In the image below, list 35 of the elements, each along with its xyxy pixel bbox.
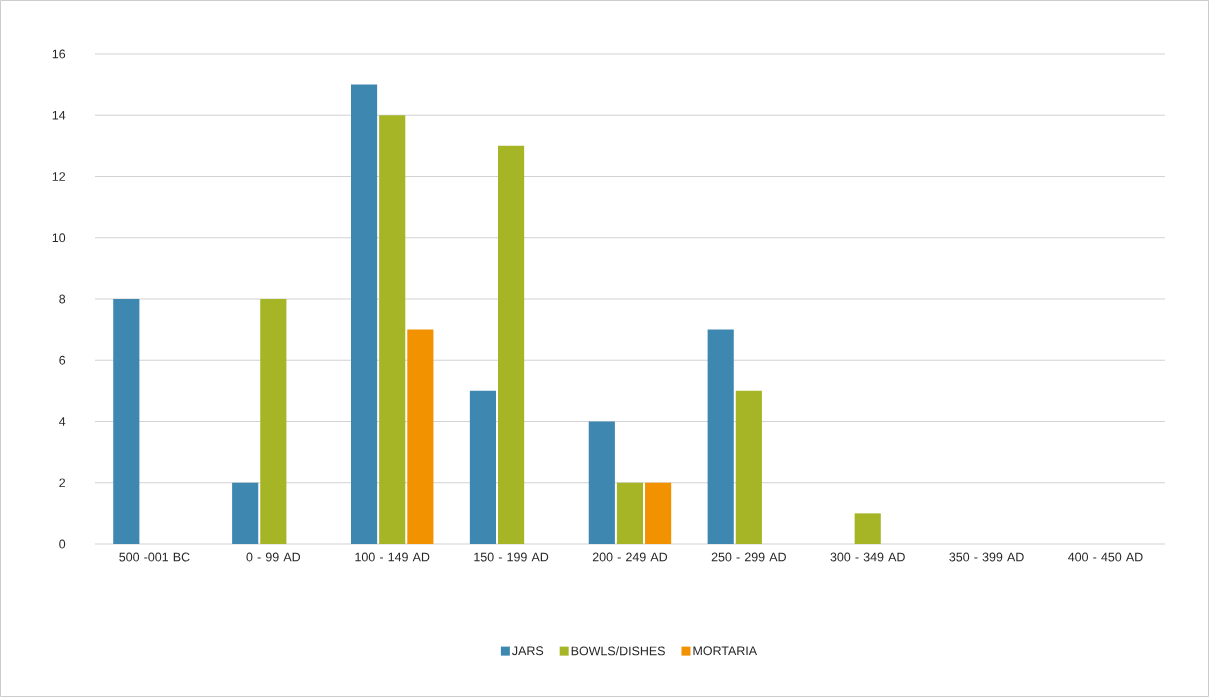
y-tick-label: 2 bbox=[59, 478, 66, 488]
x-tick-label: 300 - 349 AD bbox=[830, 552, 905, 562]
bar bbox=[113, 298, 140, 544]
x-tick-label: 150 - 199 AD bbox=[474, 552, 549, 562]
y-tick-label: 10 bbox=[52, 233, 66, 243]
y-tick-label: 4 bbox=[59, 417, 66, 426]
y-tick-label: 16 bbox=[52, 49, 66, 59]
bar bbox=[735, 390, 762, 544]
bar bbox=[616, 482, 644, 544]
legend-label: JARS bbox=[512, 646, 544, 656]
y-tick-label: 6 bbox=[59, 355, 66, 365]
bar bbox=[588, 421, 615, 544]
y-tick-label: 14 bbox=[52, 110, 66, 120]
x-tick-label: 0 - 99 AD bbox=[246, 552, 301, 562]
x-tick-label: 350 - 399 AD bbox=[949, 552, 1024, 562]
bar bbox=[379, 115, 406, 544]
bar bbox=[854, 513, 881, 544]
x-tick-label: 100 - 149 AD bbox=[355, 552, 430, 562]
x-tick-label: 400 - 450 AD bbox=[1068, 552, 1143, 562]
bar bbox=[498, 145, 525, 544]
y-tick-label: 12 bbox=[52, 172, 66, 181]
bar bbox=[469, 390, 497, 544]
legend-label: BOWLS/DISHES bbox=[571, 646, 665, 656]
bar bbox=[407, 329, 434, 544]
x-tick-label: 200 - 249 AD bbox=[592, 552, 668, 562]
bar bbox=[645, 482, 672, 544]
bar bbox=[232, 482, 259, 544]
bar bbox=[350, 84, 378, 544]
y-tick-label: 8 bbox=[59, 294, 66, 304]
bar bbox=[260, 298, 287, 544]
legend-label: MORTARIA bbox=[693, 646, 758, 656]
x-tick-label: 500 -001 BC bbox=[119, 552, 190, 562]
x-tick-label: 250 - 299 AD bbox=[711, 552, 786, 562]
bar bbox=[707, 329, 734, 544]
y-tick-label: 0 bbox=[59, 539, 66, 549]
